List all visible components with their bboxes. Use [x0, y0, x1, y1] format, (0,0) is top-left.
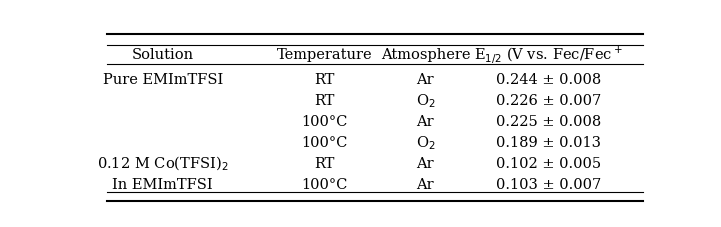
- Text: Pure EMImTFSI: Pure EMImTFSI: [102, 73, 223, 87]
- Text: Ar: Ar: [417, 115, 434, 129]
- Text: O$_2$: O$_2$: [415, 92, 435, 109]
- Text: 100°C: 100°C: [301, 136, 348, 150]
- Text: RT: RT: [314, 73, 335, 87]
- Text: 0.244 ± 0.008: 0.244 ± 0.008: [496, 73, 601, 87]
- Text: E$_{1/2}$ (V vs. Fec/Fec$^+$: E$_{1/2}$ (V vs. Fec/Fec$^+$: [474, 44, 623, 66]
- Text: Atmosphere: Atmosphere: [381, 48, 470, 62]
- Text: 0.103 ± 0.007: 0.103 ± 0.007: [496, 178, 601, 192]
- Text: 0.189 ± 0.013: 0.189 ± 0.013: [496, 136, 601, 150]
- Text: Solution: Solution: [132, 48, 194, 62]
- Text: Temperature: Temperature: [277, 48, 373, 62]
- Text: 0.102 ± 0.005: 0.102 ± 0.005: [496, 157, 601, 170]
- Text: 100°C: 100°C: [301, 178, 348, 192]
- Text: O$_2$: O$_2$: [415, 134, 435, 151]
- Text: 0.12 M Co(TFSI)$_2$: 0.12 M Co(TFSI)$_2$: [97, 154, 229, 173]
- Text: RT: RT: [314, 157, 335, 170]
- Text: RT: RT: [314, 94, 335, 108]
- Text: Ar: Ar: [417, 157, 434, 170]
- Text: Ar: Ar: [417, 178, 434, 192]
- Text: Ar: Ar: [417, 73, 434, 87]
- Text: In EMImTFSI: In EMImTFSI: [112, 178, 213, 192]
- Text: 0.225 ± 0.008: 0.225 ± 0.008: [496, 115, 601, 129]
- Text: 0.226 ± 0.007: 0.226 ± 0.007: [496, 94, 601, 108]
- Text: 100°C: 100°C: [301, 115, 348, 129]
